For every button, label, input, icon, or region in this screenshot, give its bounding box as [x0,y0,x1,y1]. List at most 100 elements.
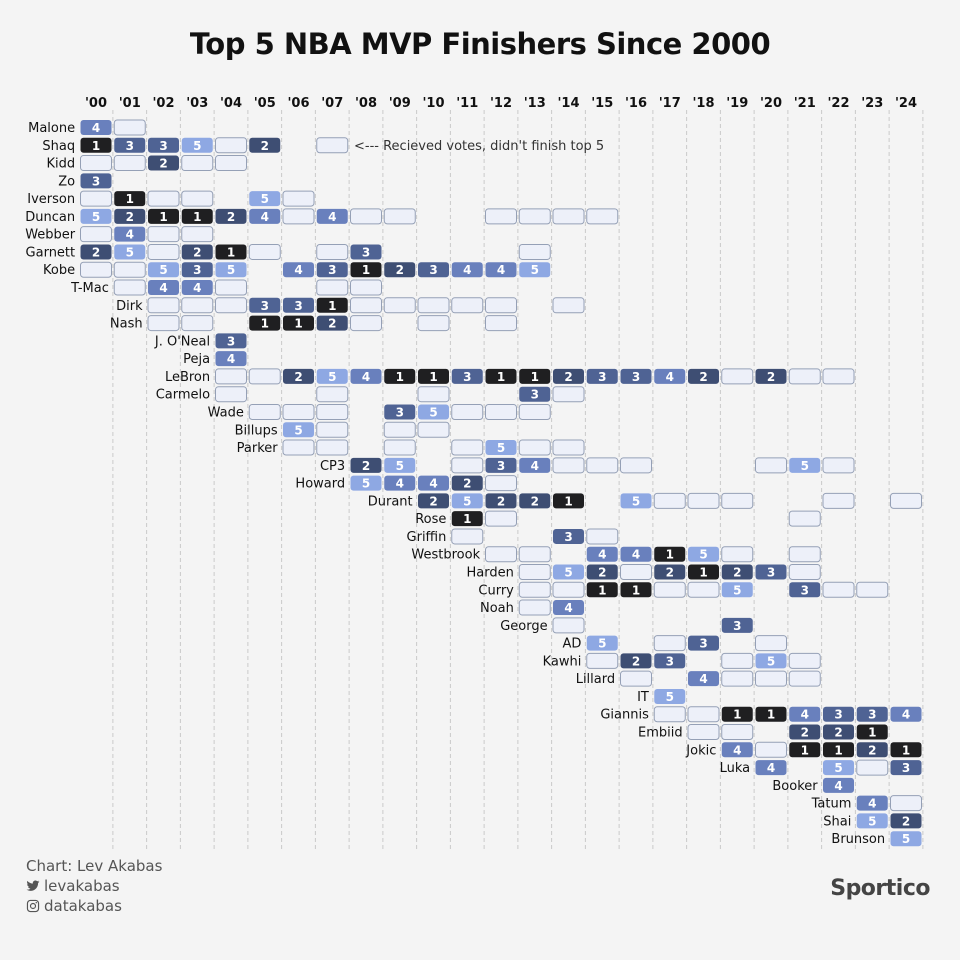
mvp-rank-label: 2 [362,459,370,473]
mvp-cell [148,280,179,296]
mvp-cell [147,297,180,314]
mvp-cell [282,403,315,420]
mvp-cell [822,581,855,598]
mvp-cell [451,457,484,474]
year-label: '18 [692,96,714,111]
mvp-cell [688,368,719,384]
mvp-cell [316,243,349,260]
chart-credit: Chart: Lev Akabas [26,857,163,875]
mvp-cell [721,617,753,633]
mvp-cell [316,403,349,420]
mvp-cell [248,403,281,420]
mvp-rank-label: 4 [598,548,606,562]
mvp-cell [688,564,719,580]
mvp-rank-label: 4 [868,797,876,811]
mvp-rank-label: 5 [902,832,910,846]
player-label: Parker [237,441,279,456]
mvp-cell [350,262,382,278]
mvp-cell [823,706,854,722]
mvp-cell [721,652,754,669]
mvp-cell [181,137,213,153]
mvp-rank-label: 3 [126,139,134,153]
mvp-rank-label: 3 [598,370,606,384]
player-label: Webber [25,228,76,243]
mvp-cell [451,511,483,527]
player-label: Kawhi [543,654,582,669]
mvp-cell [451,368,483,384]
mvp-rank-label: 5 [396,459,404,473]
mvp-cell [249,208,281,224]
mvp-cell [147,226,180,243]
mvp-rank-label: 4 [92,121,100,135]
mvp-cell [282,190,315,207]
mvp-cell [485,262,517,278]
mvp-cell [755,635,787,652]
mvp-cell [418,404,449,420]
mvp-cell [586,582,618,598]
mvp-cell [518,581,551,598]
mvp-rank-label: 3 [294,299,302,313]
mvp-cell [316,262,348,278]
player-label: Jokic [685,743,716,758]
mvp-cell [181,315,214,332]
player-label: Giannis [600,708,649,723]
mvp-rank-label: 1 [429,370,437,384]
mvp-cell [451,528,484,545]
mvp-cell [654,688,686,704]
mvp-cell [181,208,213,224]
mvp-rank-label: 4 [834,779,842,793]
mvp-rank-label: 1 [159,210,167,224]
mvp-cell [316,137,349,154]
player-label: IT [637,690,649,705]
mvp-rank-label: 2 [632,654,640,668]
mvp-cell [383,439,416,456]
player-label: Carmelo [156,388,210,403]
year-label: '24 [895,96,917,111]
mvp-cell [147,315,180,332]
mvp-cell [114,244,146,260]
mvp-cell [417,315,450,332]
mvp-cell [417,421,450,438]
mvp-cell [586,457,619,474]
mvp-cell [148,137,179,153]
mvp-rank-label: 1 [801,743,809,757]
mvp-cell [755,653,787,669]
mvp-cell [148,262,179,278]
player-label: J. O'Neal [154,334,210,349]
mvp-cell [823,742,854,758]
player-label: Booker [772,779,818,794]
mvp-cell [181,226,214,243]
instagram-handle-row[interactable]: datakabas [26,897,122,915]
mvp-cell [215,155,247,172]
mvp-cell [890,795,922,812]
mvp-cell [553,493,584,509]
mvp-cell [80,261,112,278]
year-label: '11 [456,96,478,111]
mvp-cell [485,546,517,563]
mvp-rank-label: 3 [261,299,269,313]
twitter-handle-row[interactable]: levakabas [26,877,120,895]
mvp-cell [181,280,213,296]
mvp-cell [553,564,584,580]
mvp-cell [553,368,584,384]
mvp-cell [451,475,483,491]
mvp-rank-label: 3 [767,566,775,580]
player-label: Embiid [638,726,683,741]
mvp-cell [383,421,416,438]
mvp-cell [316,421,349,438]
mvp-cell [316,439,349,456]
mvp-rank-label: 4 [362,370,370,384]
mvp-cell [485,493,517,509]
mvp-cell [755,457,787,474]
mvp-cell [823,724,854,740]
player-label: Garnett [26,245,76,260]
mvp-cell [114,226,146,242]
mvp-rank-label: 4 [767,761,775,775]
mvp-rank-label: 5 [463,494,471,508]
mvp-rank-label: 2 [92,245,100,259]
mvp-cell [350,475,382,491]
player-label: Nash [110,317,143,332]
mvp-cell [654,564,686,580]
mvp-cell [80,120,112,135]
mvp-cell [552,457,585,474]
